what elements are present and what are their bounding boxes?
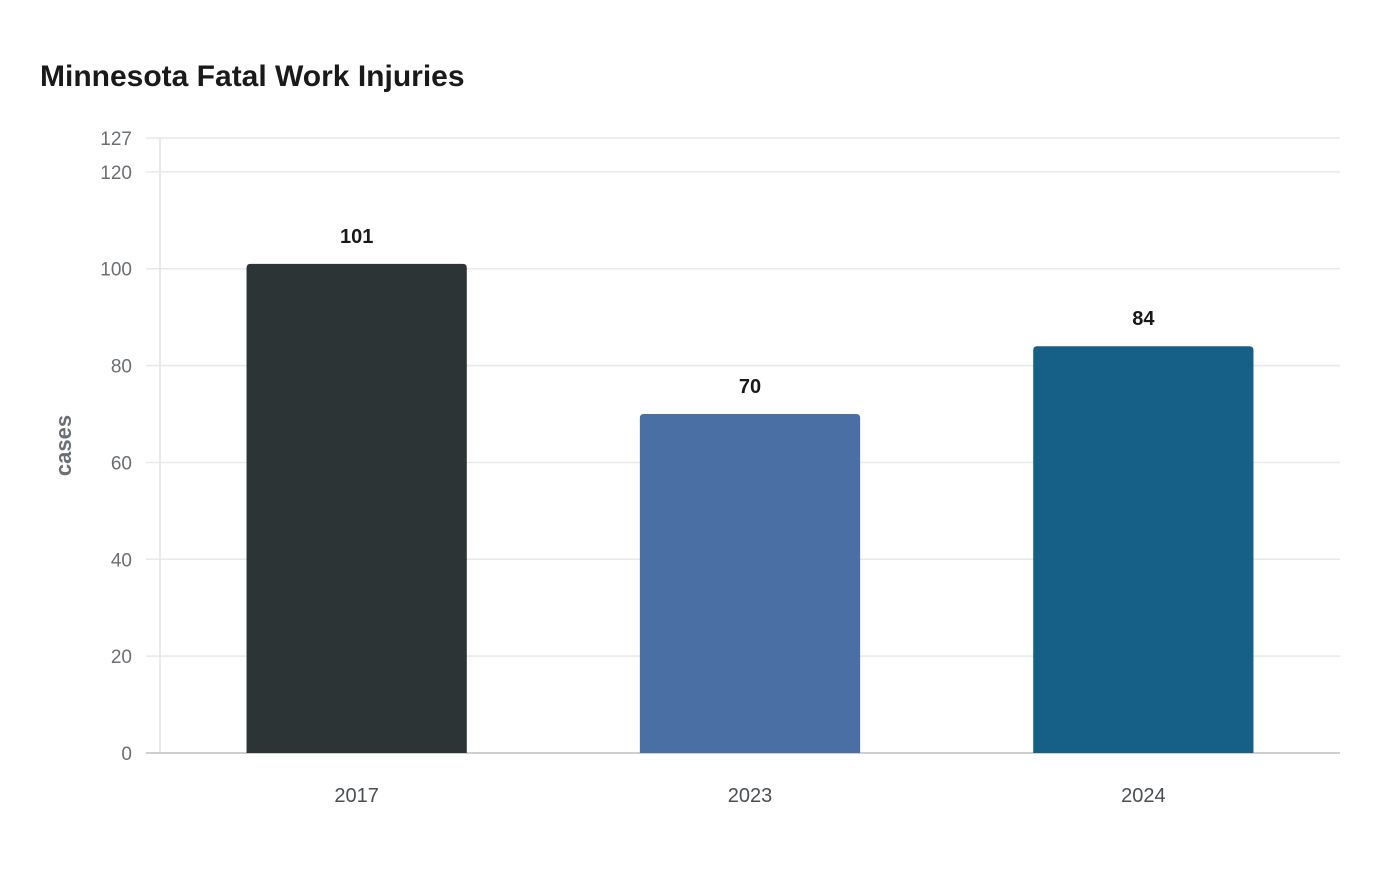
bar-2024[interactable] — [1033, 346, 1254, 753]
chart-title: Minnesota Fatal Work Injuries — [40, 60, 465, 93]
bars — [246, 263, 1254, 753]
value-label-2023: 70 — [739, 376, 761, 398]
y-axis-title: cases — [51, 415, 76, 476]
y-tick-label: 100 — [100, 260, 132, 281]
y-tick-label: 60 — [111, 453, 132, 474]
y-tick-label: 127 — [100, 129, 132, 150]
value-label-2017: 101 — [340, 226, 373, 248]
x-tick-label-2023: 2023 — [728, 785, 773, 807]
x-tick-label-2024: 2024 — [1121, 785, 1166, 807]
bar-2017[interactable] — [246, 263, 467, 753]
y-tick-label: 80 — [111, 357, 132, 378]
y-tick-label: 0 — [121, 744, 132, 765]
y-tick-label: 20 — [111, 647, 132, 668]
bar-2023[interactable] — [639, 414, 861, 753]
x-tick-label-2017: 2017 — [334, 785, 379, 807]
y-tick-label: 40 — [111, 550, 132, 571]
value-label-2024: 84 — [1132, 308, 1155, 330]
labels: 101 2017 70 2023 84 2024 — [334, 226, 1165, 807]
y-tick-label: 120 — [100, 163, 132, 184]
